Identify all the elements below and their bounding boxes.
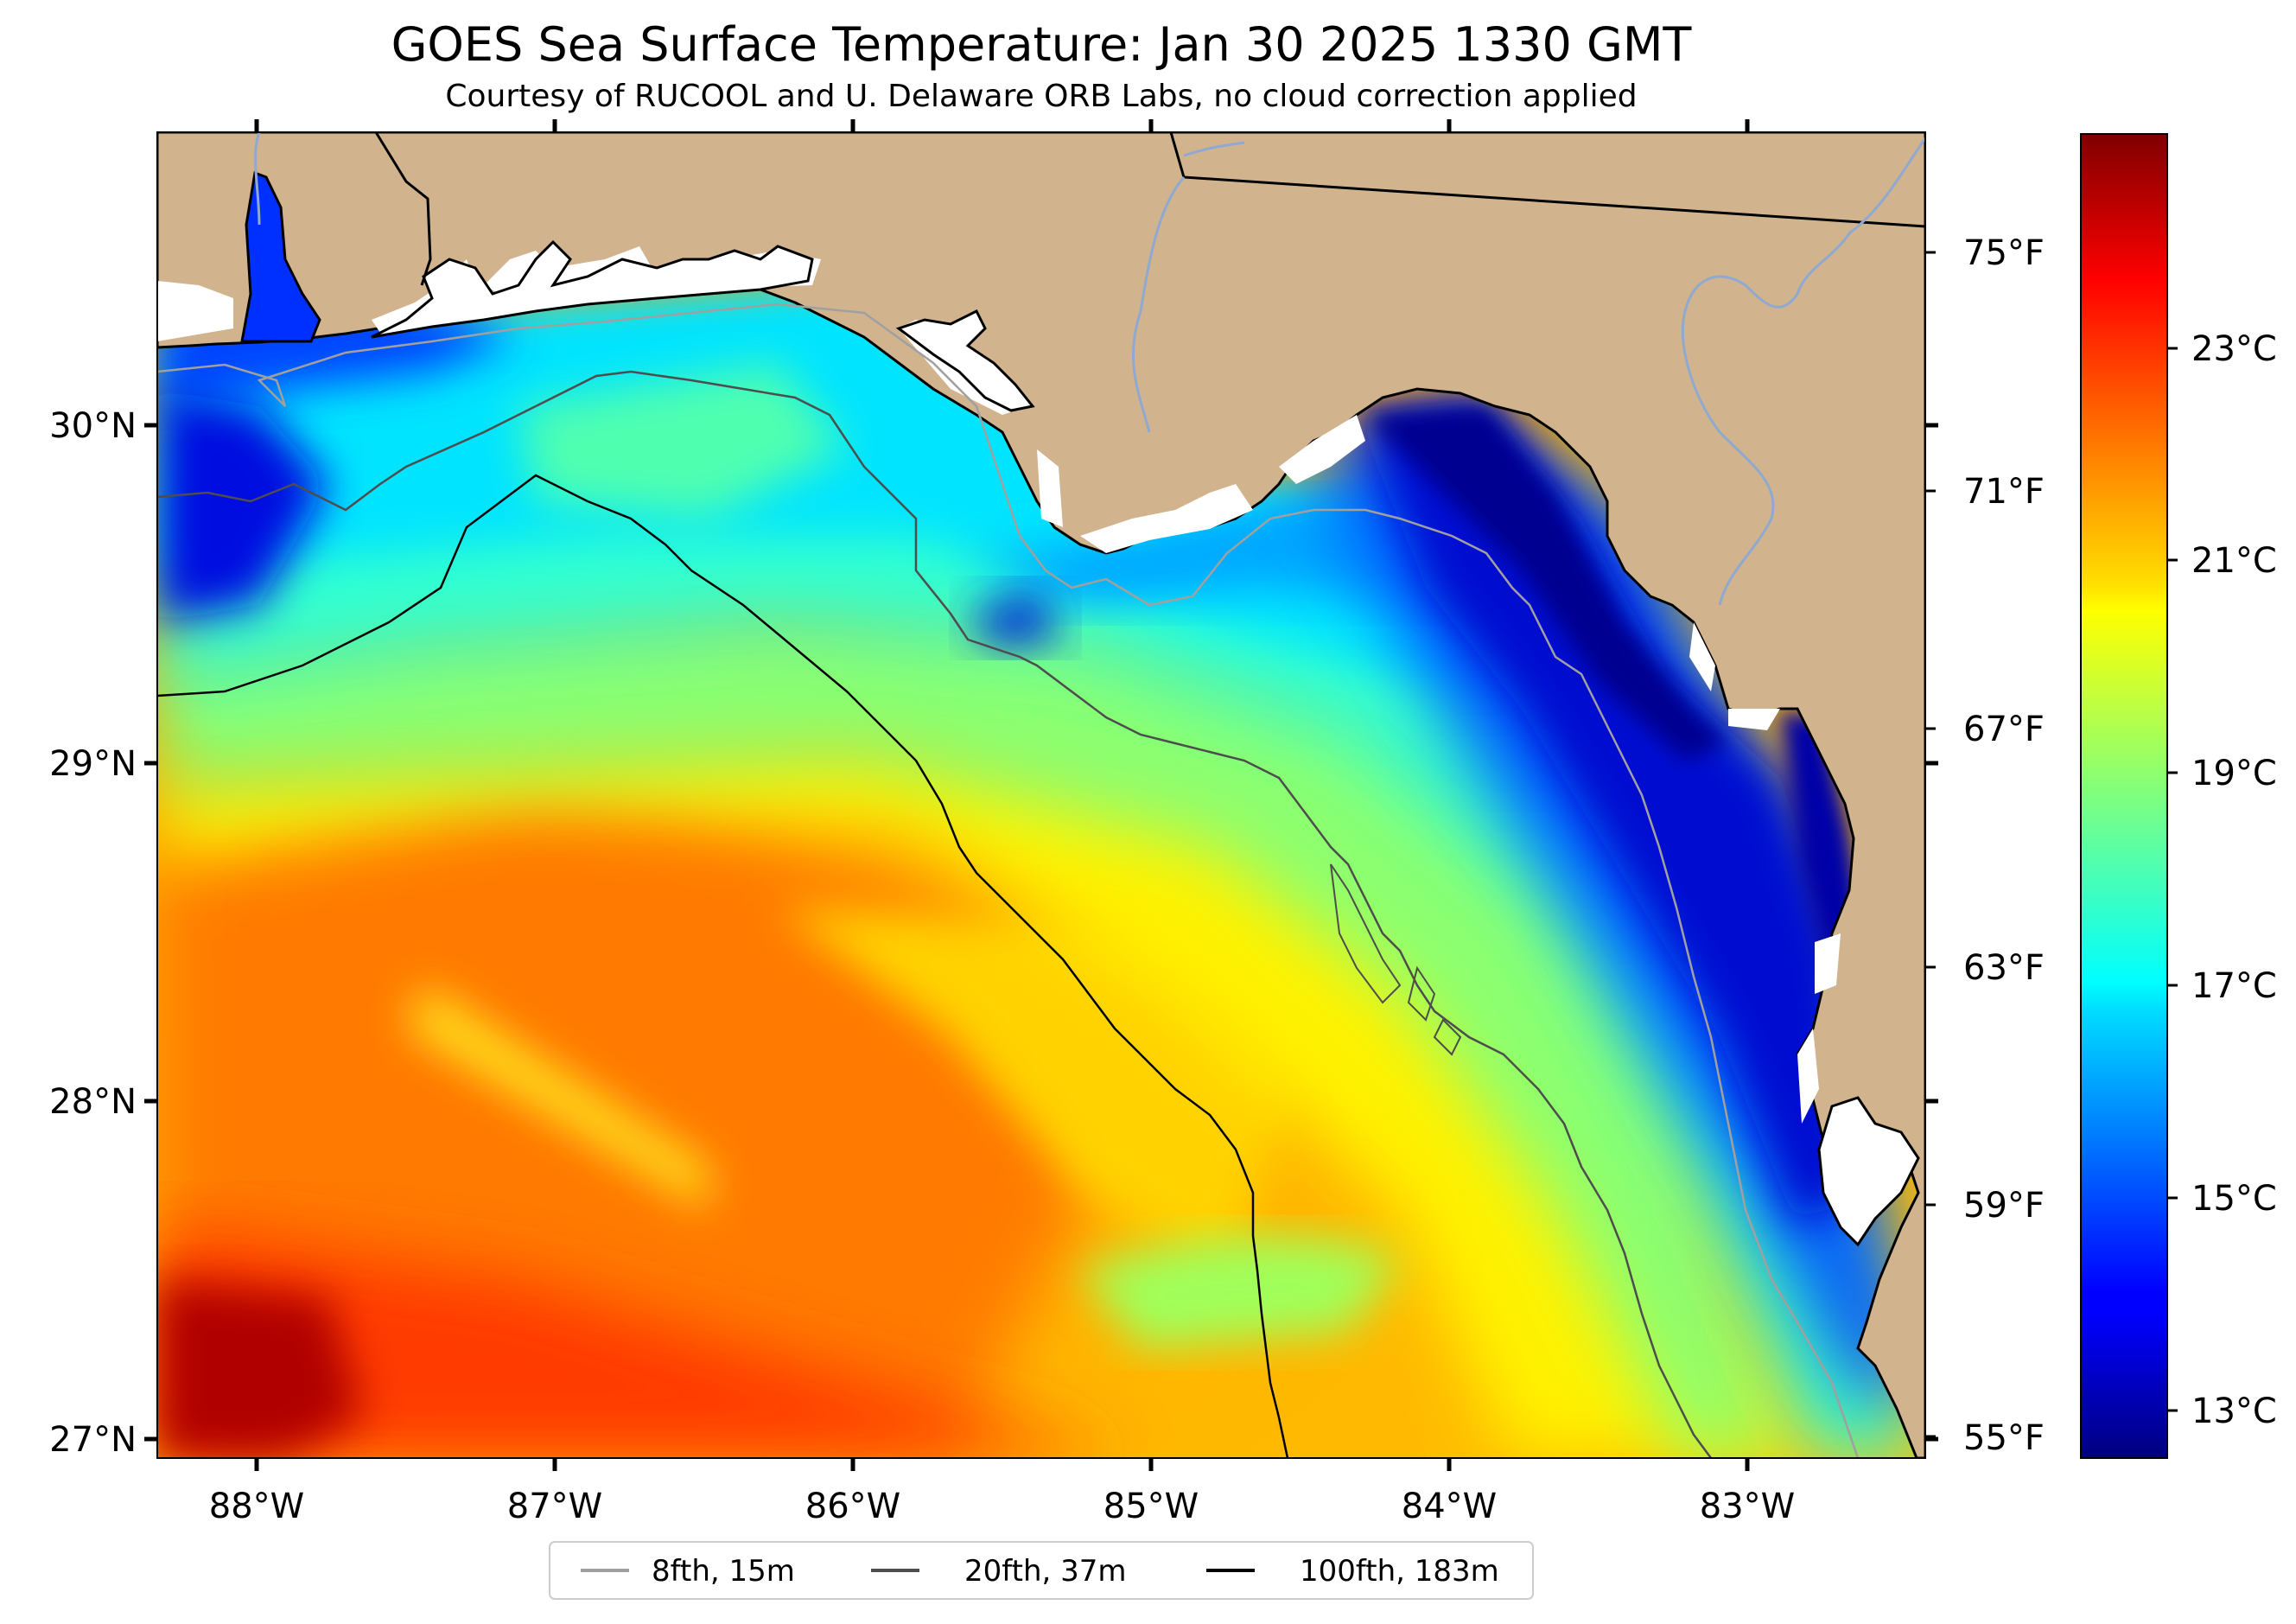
f-tick-label: 55°F (1963, 1418, 2045, 1458)
lagoons-se (1817, 1096, 1920, 1247)
colorbar-tick-label: 17°C (2191, 966, 2277, 1006)
contour-8fth (157, 303, 1860, 1458)
chart-subtitle: Courtesy of RUCOOL and U. Delaware ORB L… (445, 79, 1637, 114)
chart-title: GOES Sea Surface Temperature: Jan 30 202… (391, 17, 1693, 72)
legend-label: 20fth, 37m (964, 1554, 1127, 1589)
rivers (254, 132, 1925, 606)
contour-20fth-islands (1330, 863, 1462, 1056)
lon-tick-label: 88°W (209, 1487, 304, 1526)
f-tick-label: 67°F (1963, 710, 2045, 749)
colorbar-ticks (2167, 347, 2178, 1412)
map-frame (156, 131, 1926, 1459)
colorbar-tick-label: 13°C (2191, 1392, 2277, 1431)
sst-map (157, 132, 1925, 1458)
f-tick-label: 63°F (1963, 948, 2045, 988)
lagoons-east (895, 309, 1035, 412)
colorbar-tick-label: 23°C (2191, 329, 2277, 369)
f-tick-label: 59°F (1963, 1186, 2045, 1226)
f-tick-label: 71°F (1963, 472, 2045, 512)
lon-ticks (254, 119, 1750, 1471)
lat-tick-label: 28°N (49, 1082, 137, 1122)
lat-ticks (144, 423, 1938, 1442)
legend: 8fth, 15m 20fth, 37m 100fth, 183m (549, 1541, 1534, 1600)
temperature-field (157, 277, 1925, 1458)
contour-100fth (157, 474, 1289, 1458)
colorbar-tick-label: 15°C (2191, 1179, 2277, 1219)
contour-20fth (157, 370, 1713, 1458)
f-ticks (1925, 251, 1936, 1438)
legend-box (549, 1541, 1534, 1600)
colorbar (2080, 133, 2168, 1459)
lon-tick-label: 87°W (507, 1487, 602, 1526)
f-tick-label: 75°F (1963, 233, 2045, 273)
lon-tick-label: 84°W (1402, 1487, 1497, 1526)
lon-tick-label: 86°W (805, 1487, 900, 1526)
lon-tick-label: 85°W (1103, 1487, 1199, 1526)
mobile-bay (240, 170, 321, 343)
lat-tick-label: 27°N (49, 1420, 137, 1460)
legend-label: 8fth, 15m (652, 1554, 795, 1589)
colorbar-tick-label: 21°C (2191, 541, 2277, 581)
lat-tick-label: 29°N (49, 744, 137, 784)
lagoons (371, 239, 814, 339)
legend-label: 100fth, 183m (1300, 1554, 1499, 1589)
lon-tick-label: 83°W (1700, 1487, 1795, 1526)
colorbar-tick-label: 19°C (2191, 754, 2277, 793)
state-border-west (374, 132, 432, 286)
lat-tick-label: 30°N (49, 406, 137, 446)
